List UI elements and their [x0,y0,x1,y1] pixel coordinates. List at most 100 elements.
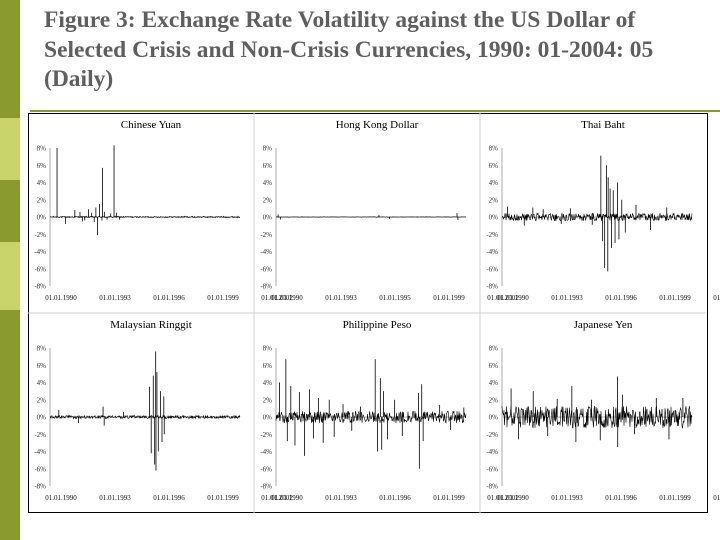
x-tick-label: 01.01.1999 [207,294,239,302]
sidebar-block-olive-top [0,0,20,118]
y-tick-label: 8% [37,345,47,353]
y-tick-label: 6% [489,162,499,170]
x-tick-label: 01.01.1990 [497,294,529,302]
y-tick-label: -2% [260,431,272,439]
sidebar-block-light-1 [0,118,20,180]
sidebar-block-light-2 [0,242,20,310]
y-tick-label: 4% [263,379,273,387]
y-tick-label: 2% [489,396,499,404]
chart-panel: Thai Baht 8% 6% 4% 2% 0% -2% -4% -6% -8% 01.01.199… [479,113,720,313]
x-tick-label: 01.01.1999 [433,494,465,502]
y-tick-label: -2% [260,231,272,239]
y-tick-label: -6% [486,265,498,273]
sidebar-accent [0,0,20,540]
chart-title: Chinese Yuan [121,119,182,131]
y-tick-label: 8% [263,345,273,353]
chart-panel: Chinese Yuan 8% 6% 4% 2% 0% -2% -4% -6% -8% 01.01.… [34,119,293,302]
x-tick-label: 01.01.1999 [659,494,691,502]
y-tick-label: -8% [34,483,46,491]
x-tick-label: 01.01.1993 [325,494,357,502]
x-tick-label: 01.01.1993 [325,294,357,302]
y-tick-label: 2% [37,196,47,204]
series-noise-band [49,215,241,219]
slide-title: Figure 3: Exchange Rate Volatility again… [44,7,654,92]
y-tick-label: -8% [486,283,498,291]
x-tick-label: 01.01.2002 [713,294,720,302]
y-tick-label: -4% [486,248,498,256]
y-tick-label: -6% [486,465,498,473]
y-tick-label: 0% [263,414,273,422]
title-underline [30,110,720,112]
y-tick-label: -8% [486,483,498,491]
y-tick-label: -4% [260,448,272,456]
sidebar-block-olive-bottom [0,310,20,540]
x-tick-label: 01.01.2002 [487,294,519,302]
y-tick-label: -2% [34,431,46,439]
x-tick-label: 01.01.1993 [99,294,131,302]
y-tick-label: 6% [263,162,273,170]
y-tick-label: 6% [263,362,273,370]
chart-title: Thai Baht [581,119,625,131]
x-tick-label: 01.01.1990 [45,494,77,502]
x-tick-label: 01.01.1999 [207,494,239,502]
y-tick-label: 4% [263,179,273,187]
chart-title: Japanese Yen [574,319,633,331]
x-tick-label: 01.01.1990 [497,494,529,502]
y-tick-label: 6% [37,362,47,370]
y-tick-label: 2% [489,196,499,204]
chart-panel: Malaysian Ringgit 8% 6% 4% 2% 0% -2% -4% -6% -8% 0… [28,312,293,502]
y-tick-label: -4% [34,448,46,456]
x-tick-label: 01.01.1999 [433,294,465,302]
series-noise-band [49,414,241,420]
y-tick-label: 0% [263,214,273,222]
x-tick-label: 01.01.2002 [713,494,720,502]
x-tick-label: 01.01.2002 [261,294,293,302]
chart-panel: Philippine Peso 8% 6% 4% 2% 0% -2% -4% -6% -8% 01.… [253,312,519,513]
y-tick-label: -4% [34,248,46,256]
y-tick-label: -2% [34,231,46,239]
y-tick-label: -6% [34,265,46,273]
x-tick-label: 01.01.2002 [487,494,519,502]
y-tick-label: 2% [263,196,273,204]
y-tick-label: 2% [263,396,273,404]
y-tick-label: 8% [37,145,47,153]
y-tick-label: 2% [37,396,47,404]
y-tick-label: -4% [486,448,498,456]
chart-title: Malaysian Ringgit [110,319,192,331]
x-tick-label: 01.01.1993 [551,494,583,502]
y-tick-label: 0% [489,414,499,422]
y-tick-label: 4% [37,179,47,187]
x-tick-label: 01.01.1999 [659,294,691,302]
y-tick-label: -6% [260,265,272,273]
series-noise-band [275,410,467,424]
x-tick-label: 01.01.1995 [379,294,411,302]
x-tick-label: 01.01.1996 [153,294,185,302]
chart-panel: Hong Kong Dollar 8% 6% 4% 2% 0% -2% -4% -6% -8% 01… [253,113,519,313]
x-tick-label: 01.01.1993 [551,294,583,302]
x-tick-label: 01.01.1996 [605,294,637,302]
y-tick-label: 0% [489,214,499,222]
y-tick-label: -2% [486,231,498,239]
y-tick-label: -8% [260,283,272,291]
chart-title: Philippine Peso [343,319,412,331]
y-tick-label: 4% [489,379,499,387]
x-tick-label: 01.01.1996 [379,494,411,502]
chart-title: Hong Kong Dollar [336,119,419,131]
series-noise-band [501,405,693,429]
x-tick-label: 01.01.1990 [45,294,77,302]
series-noise-band [275,216,467,218]
y-tick-label: 6% [37,162,47,170]
y-tick-label: -2% [486,431,498,439]
x-tick-label: 01.01.1990 [271,294,303,302]
y-tick-label: 4% [489,179,499,187]
y-tick-label: 6% [489,362,499,370]
y-tick-label: 8% [489,145,499,153]
y-tick-label: -8% [34,283,46,291]
y-tick-label: 4% [37,379,47,387]
y-tick-label: 0% [37,214,47,222]
x-tick-label: 01.01.1990 [271,494,303,502]
sidebar-block-olive-2 [0,180,20,242]
x-tick-label: 01.01.1996 [605,494,637,502]
x-tick-label: 01.01.1993 [99,494,131,502]
